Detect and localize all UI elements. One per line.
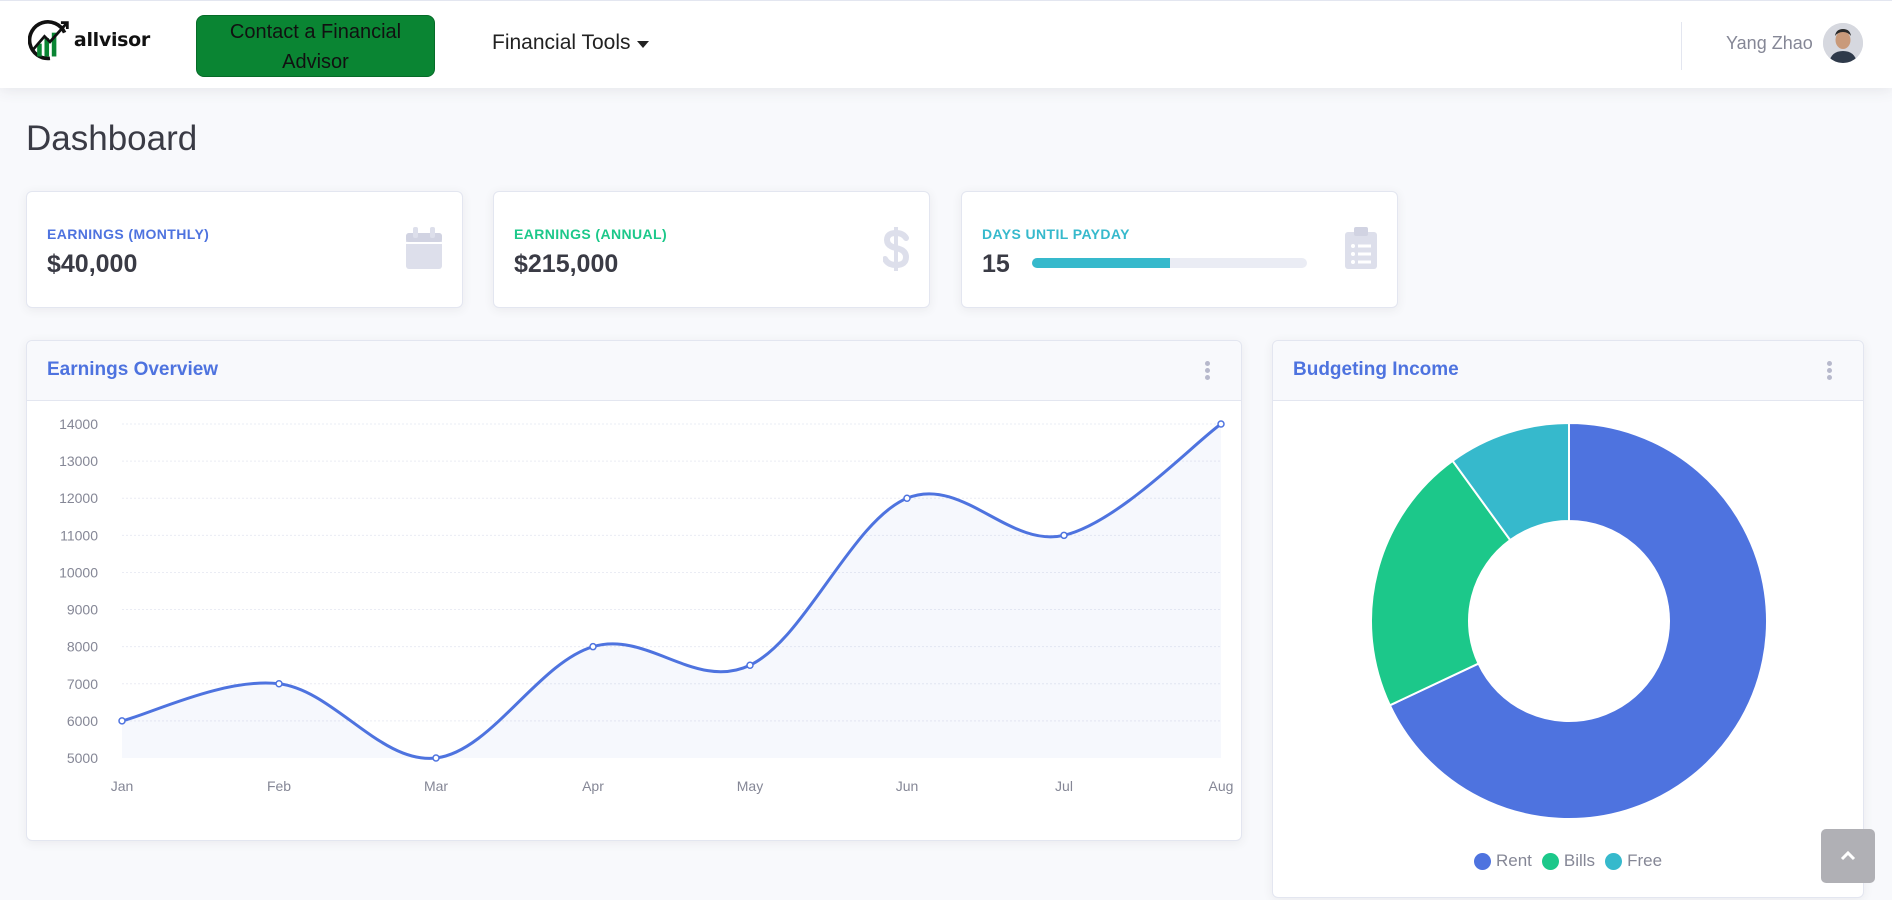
top-navbar: allvisor Contact a Financial Advisor Fin… (0, 0, 1892, 88)
donut-legend: Rent Bills Free (1273, 851, 1863, 871)
y-tick-label: 14000 (59, 416, 98, 432)
x-tick-label: Mar (424, 778, 448, 794)
y-tick-label: 5000 (67, 750, 98, 766)
earnings-area-chart: 14000 13000 12000 11000 10000 9000 8000 7000 600… (59, 416, 1234, 794)
clipboard-icon (1345, 227, 1377, 274)
legend-swatch (1541, 852, 1559, 870)
x-tick-label: Feb (267, 778, 291, 794)
data-point[interactable] (746, 661, 754, 669)
chart-grid (122, 423, 1221, 722)
caret-down-icon (636, 40, 649, 48)
chevron-up-icon (1840, 850, 1856, 861)
data-point[interactable] (275, 680, 283, 688)
calendar-icon (406, 227, 442, 274)
y-tick-label: 6000 (67, 713, 98, 729)
stat-card-annual-earnings: EARNINGS (ANNUAL) $215,000 (493, 191, 930, 308)
data-point[interactable] (1060, 531, 1068, 540)
donut-slice-rent[interactable] (1388, 421, 1768, 820)
budgeting-income-panel: Budgeting Income Rent Bills Free (1272, 340, 1864, 898)
contact-advisor-button[interactable]: Contact a Financial Advisor (196, 15, 435, 77)
stat-value: $215,000 (514, 250, 619, 278)
financial-tools-dropdown[interactable]: Financial Tools (492, 31, 649, 55)
stat-label: EARNINGS (MONTHLY) (47, 226, 210, 242)
page-title: Dashboard (26, 119, 198, 158)
brand-logo[interactable]: allvisor (28, 13, 150, 67)
data-point[interactable] (432, 754, 440, 762)
earnings-line (121, 422, 1222, 760)
y-tick-label: 13000 (59, 453, 98, 469)
financial-tools-label: Financial Tools (492, 31, 631, 54)
area-fill (122, 424, 1221, 759)
budget-donut-chart (1370, 421, 1768, 820)
legend-item-free[interactable]: Free (1605, 851, 1662, 871)
legend-swatch (1605, 852, 1623, 870)
earnings-overview-panel: Earnings Overview 14000 13000 12000 11000 10… (26, 340, 1242, 841)
stat-value: $40,000 (47, 250, 138, 278)
dollar-icon (882, 227, 910, 276)
donut-slice-free[interactable] (1451, 421, 1570, 542)
legend-item-bills[interactable]: Bills (1541, 851, 1596, 871)
user-name: Yang Zhao (1726, 32, 1813, 53)
payday-progress-fill (1032, 258, 1170, 268)
y-tick-label: 8000 (67, 639, 98, 655)
data-point[interactable] (118, 717, 126, 725)
y-tick-label: 9000 (67, 602, 98, 618)
x-tick-label: Jul (1055, 778, 1073, 794)
panel-title: Earnings Overview (47, 359, 219, 380)
legend-label: Free (1627, 851, 1663, 870)
y-tick-label: 10000 (59, 564, 98, 580)
more-options-icon[interactable] (1827, 361, 1833, 381)
data-point[interactable] (903, 494, 911, 502)
panel-header: Earnings Overview (27, 341, 1241, 401)
stat-card-monthly-earnings: EARNINGS (MONTHLY) $40,000 (26, 191, 463, 308)
stat-label: EARNINGS (ANNUAL) (514, 226, 668, 242)
legend-swatch (1473, 852, 1491, 870)
y-tick-label: 11000 (60, 527, 98, 543)
logo-chart-icon (28, 19, 69, 61)
legend-item-rent[interactable]: Rent (1473, 851, 1532, 871)
panel-title: Budgeting Income (1293, 359, 1459, 380)
stat-label: DAYS UNTIL PAYDAY (982, 226, 1130, 242)
panel-header: Budgeting Income (1273, 341, 1863, 401)
payday-progress-bar (1032, 258, 1307, 268)
donut-slice-bills[interactable] (1370, 459, 1512, 707)
x-tick-label: Aug (1209, 778, 1234, 794)
legend-label: Bills (1563, 851, 1596, 870)
data-point[interactable] (1217, 420, 1225, 428)
x-tick-label: Apr (582, 778, 604, 794)
user-avatar (1822, 23, 1863, 63)
y-tick-label: 12000 (59, 490, 98, 506)
user-menu[interactable]: Yang Zhao (1726, 23, 1863, 63)
x-tick-label: Jan (111, 778, 134, 794)
stat-value: 15 (982, 250, 1010, 278)
more-options-icon[interactable] (1205, 361, 1211, 381)
topbar-divider (1681, 22, 1682, 70)
stat-card-days-until-payday: DAYS UNTIL PAYDAY 15 (961, 191, 1398, 308)
x-tick-label: May (737, 778, 763, 794)
y-tick-label: 7000 (67, 676, 98, 692)
brand-name: allvisor (73, 29, 150, 51)
data-point[interactable] (589, 642, 597, 651)
scroll-to-top-button[interactable] (1821, 829, 1875, 883)
legend-label: Rent (1495, 851, 1532, 870)
x-tick-label: Jun (896, 778, 919, 794)
